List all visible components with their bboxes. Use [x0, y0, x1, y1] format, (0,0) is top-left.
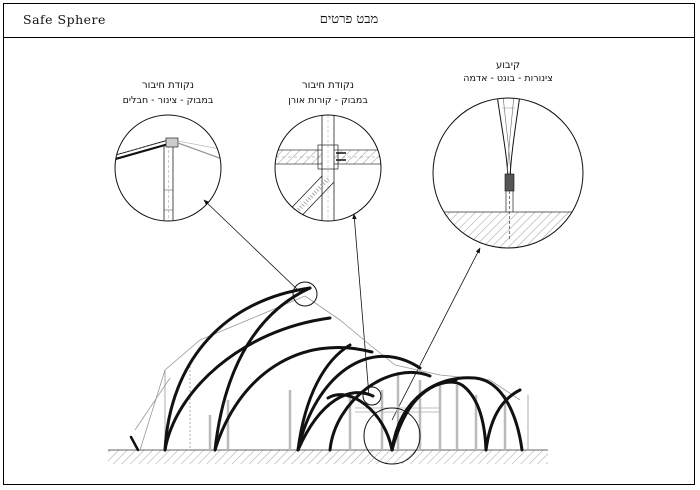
detail-circle-2: [274, 114, 382, 222]
structure-elevation: [129, 281, 529, 465]
detail-1-subtitle: במבוק - צינור - חבלים: [123, 95, 214, 106]
ground-section: [108, 449, 548, 464]
detail-3-title: קיבוע: [496, 60, 520, 71]
sheet-title: מבט פרטים: [319, 12, 379, 27]
brand-name: Safe Sphere: [23, 12, 106, 27]
detail-2-subtitle: במבוק - קורות אורן: [288, 95, 368, 106]
detail-label-3: קיבוע צינורות - בונט - אדמה: [463, 60, 553, 84]
detail-circle-1: [114, 114, 222, 222]
leader-arrow-3: [391, 247, 481, 421]
title-block: Safe Sphere מבט פרטים: [3, 3, 695, 38]
detail-2-title: נקודת חיבור: [302, 80, 354, 91]
detail-1-title: נקודת חיבור: [142, 80, 194, 91]
drawing-frame: [3, 3, 695, 485]
leader-arrows: [203, 199, 481, 421]
detail-3-subtitle: צינורות - בונט - אדמה: [463, 73, 553, 84]
leader-arrow-2: [352, 213, 370, 397]
detail-circle-3: [432, 97, 584, 249]
leader-arrow-1: [203, 199, 301, 293]
detail-label-2: נקודת חיבור במבוק - קורות אורן: [288, 80, 368, 106]
detail-label-1: נקודת חיבור במבוק - צינור - חבלים: [123, 80, 214, 106]
